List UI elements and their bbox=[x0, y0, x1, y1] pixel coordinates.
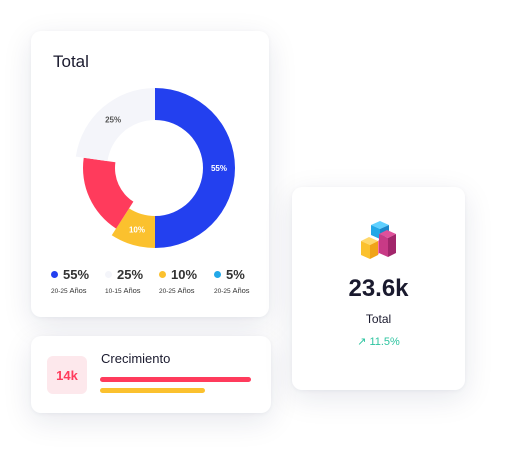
legend-item: 5% 20-25 Años bbox=[214, 267, 274, 295]
legend-percent: 25% bbox=[117, 266, 144, 282]
cubes-icon bbox=[361, 221, 396, 259]
donut-segment bbox=[75, 88, 155, 162]
legend-unit: Años bbox=[123, 286, 141, 295]
legend-item: 25% 10-15 Años bbox=[105, 267, 165, 295]
legend-unit: Años bbox=[177, 286, 195, 295]
arrow-up-right-icon: ↗ bbox=[357, 336, 367, 348]
growth-title: Crecimiento bbox=[101, 351, 171, 366]
legend-item: 10% 20-25 Años bbox=[159, 267, 219, 295]
donut-segment bbox=[111, 208, 155, 248]
legend-percent: 55% bbox=[63, 266, 90, 282]
legend-dot bbox=[159, 270, 166, 278]
donut-segment-label: 10% bbox=[129, 225, 145, 234]
donut-segment-label: 55% bbox=[211, 164, 227, 173]
legend-unit: Años bbox=[69, 286, 87, 295]
growth-badge: 14k bbox=[47, 356, 87, 394]
stat-label: Total bbox=[365, 312, 392, 326]
legend-dot bbox=[51, 270, 58, 278]
legend-range: 20-25 bbox=[159, 288, 176, 295]
legend-item: 55% 20-25 Años bbox=[51, 267, 111, 295]
stat-change-value: 11.5% bbox=[369, 336, 400, 348]
growth-bar-secondary bbox=[100, 388, 205, 393]
legend-dot bbox=[214, 270, 221, 278]
growth-bar-primary bbox=[100, 377, 251, 382]
stat-card: 23.6k Total ↗ 11.5% bbox=[292, 187, 465, 390]
card-title: Total bbox=[53, 52, 89, 71]
donut-segment-label: 25% bbox=[105, 116, 121, 125]
donut-segment bbox=[155, 88, 235, 248]
legend-range: 20-25 bbox=[214, 288, 231, 295]
total-card: Total 55% 10% 25% 55% 20-25 Años 25% 10-15… bbox=[31, 31, 269, 317]
legend-range: 20-25 bbox=[51, 288, 68, 295]
stat-change: ↗ 11.5% bbox=[292, 335, 465, 348]
donut-chart: 55% 10% 25% bbox=[75, 88, 235, 248]
stat-value: 23.6k bbox=[348, 275, 409, 302]
growth-card: 14k Crecimiento bbox=[31, 336, 271, 413]
chart-legend: 55% 20-25 Años 25% 10-15 Años 10% 20-25 … bbox=[45, 267, 265, 307]
legend-range: 10-15 bbox=[105, 288, 122, 295]
donut-segment bbox=[83, 157, 134, 229]
legend-percent: 5% bbox=[226, 266, 245, 282]
legend-percent: 10% bbox=[171, 266, 198, 282]
legend-dot bbox=[105, 270, 112, 278]
legend-unit: Años bbox=[232, 286, 250, 295]
